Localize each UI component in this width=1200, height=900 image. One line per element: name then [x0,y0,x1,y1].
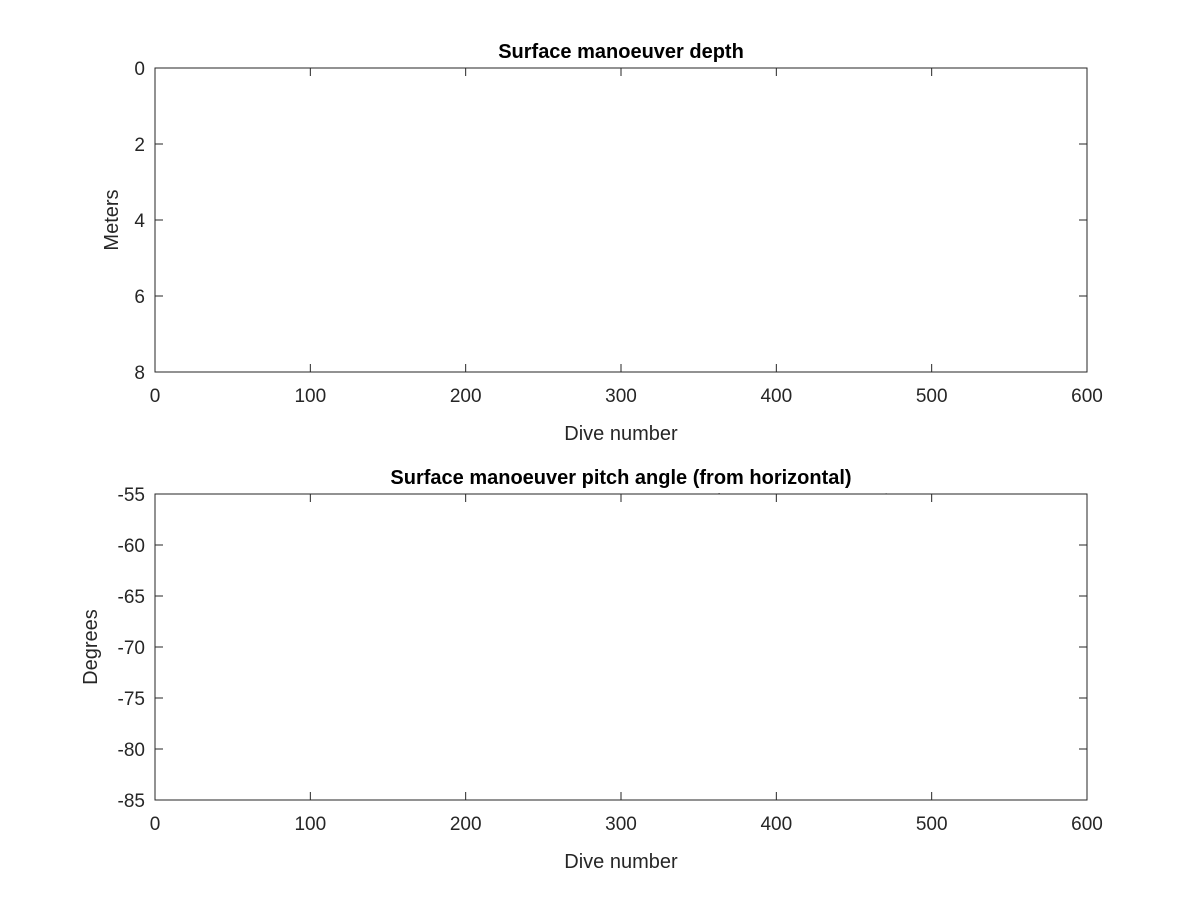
x-tick-label: 100 [294,814,326,835]
x-axis-label: Dive number [564,423,678,445]
axes-frame [154,493,1088,801]
y-axis-label: Meters [101,189,123,250]
x-tick-label: 500 [916,814,948,835]
y-tick-label: 0 [134,59,145,80]
y-tick-label: -65 [118,587,145,608]
x-tick-label: 400 [760,814,792,835]
axes-frame [154,67,1088,373]
y-tick-label: 6 [134,287,145,308]
chart-title: Surface manoeuver depth [498,41,744,63]
x-tick-label: 500 [916,386,948,407]
y-tick-label: -75 [118,689,145,710]
x-tick-label: 600 [1071,386,1103,407]
chart-2: 0 100 200 300 400 500 600 -55 -60 -65 -70 -75 -80 -85… [80,467,1103,873]
chart-1: 0 100 200 300 400 500 600 0 2 4 6 8 Surface manoeuve… [101,41,1103,445]
y-tick-label: -60 [118,536,145,557]
x-tick-label: 300 [605,814,637,835]
x-tick-label: 200 [450,814,482,835]
x-tick-label: 0 [150,814,161,835]
x-tick-label: 400 [760,386,792,407]
y-tick-label: -85 [118,791,145,812]
y-tick-label: 8 [134,363,145,384]
x-tick-label: 0 [150,386,161,407]
y-tick-label: -55 [118,485,145,506]
x-tick-label: 600 [1071,814,1103,835]
y-tick-label: -80 [118,740,145,761]
x-tick-label: 100 [294,386,326,407]
y-tick-label: 4 [134,211,145,232]
x-tick-label: 200 [450,386,482,407]
chart-title: Surface manoeuver pitch angle (from hori… [390,467,851,489]
y-axis-label: Degrees [80,609,102,685]
y-tick-label: 2 [134,135,145,156]
y-tick-label: -70 [118,638,145,659]
x-axis-label: Dive number [564,851,678,873]
x-tick-label: 300 [605,386,637,407]
